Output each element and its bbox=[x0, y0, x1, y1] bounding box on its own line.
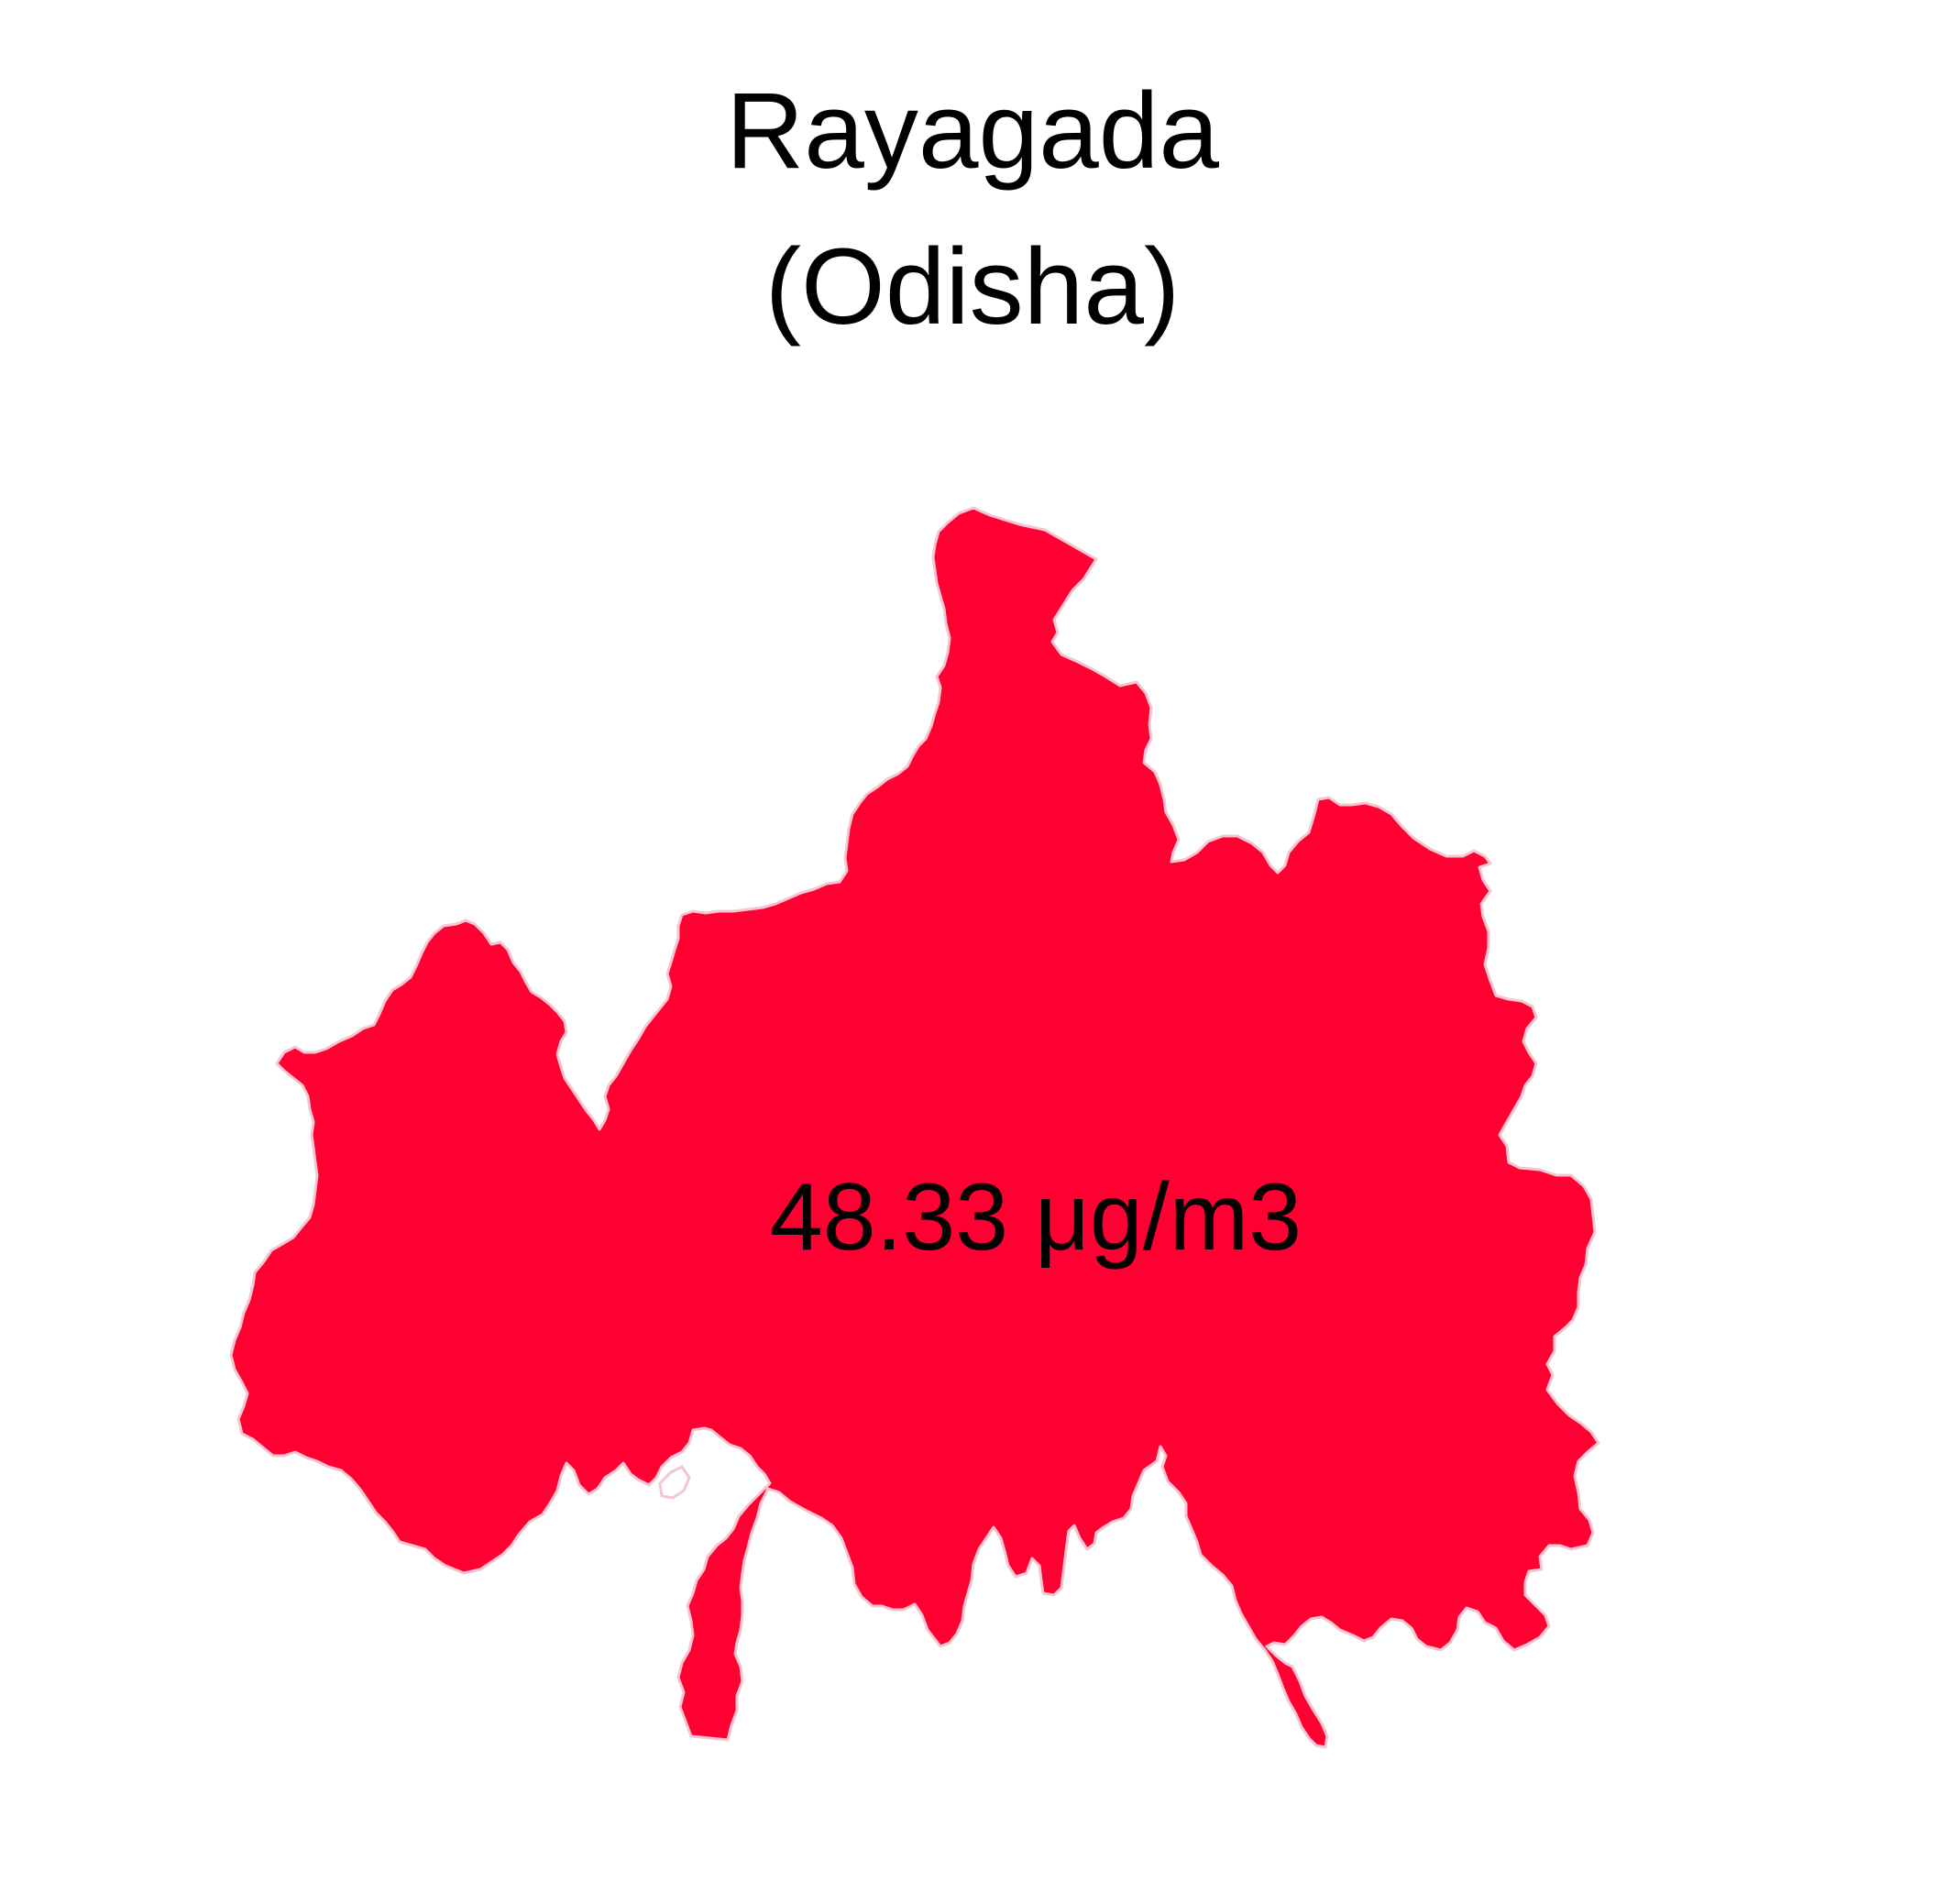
map-subtitle: (Odisha) bbox=[764, 226, 1181, 347]
district-shape-rayagada bbox=[229, 506, 1600, 1749]
map-title: Rayagada bbox=[726, 71, 1219, 192]
map-title-block: Rayagada (Odisha) bbox=[0, 53, 1945, 365]
district-value-label: 48.33 μg/m3 bbox=[769, 1164, 1302, 1271]
river-hole-south bbox=[658, 1465, 691, 1500]
